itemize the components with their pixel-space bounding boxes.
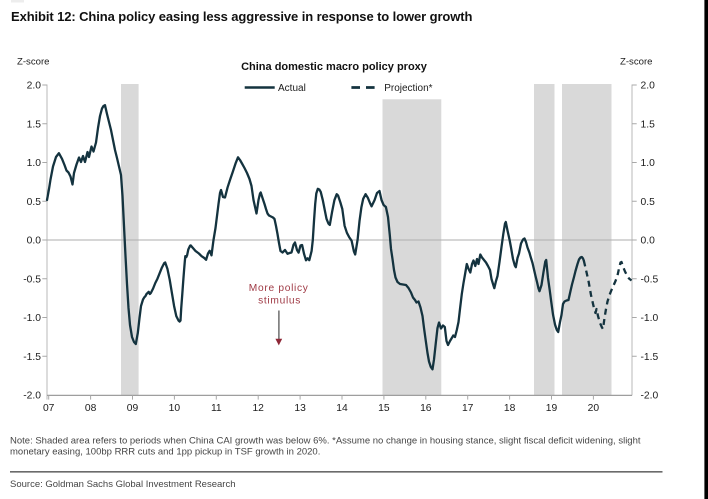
- svg-text:2.0: 2.0: [27, 81, 42, 92]
- svg-text:Actual: Actual: [278, 83, 306, 94]
- svg-text:More policy: More policy: [249, 283, 309, 294]
- svg-text:17: 17: [462, 403, 474, 414]
- svg-text:15: 15: [378, 403, 390, 414]
- svg-text:Source: Goldman Sachs Global I: Source: Goldman Sachs Global Investment …: [10, 479, 235, 490]
- svg-text:-0.5: -0.5: [23, 274, 41, 285]
- svg-text:-1.0: -1.0: [23, 313, 41, 324]
- svg-text:-1.0: -1.0: [641, 313, 659, 324]
- svg-text:0.5: 0.5: [27, 197, 42, 208]
- svg-text:0.0: 0.0: [27, 236, 42, 247]
- svg-text:monetary easing, 100bp RRR cut: monetary easing, 100bp RRR cuts and 1pp …: [10, 447, 320, 458]
- svg-text:0.0: 0.0: [641, 236, 656, 247]
- svg-text:Z-score: Z-score: [17, 57, 50, 68]
- svg-text:-0.5: -0.5: [641, 274, 659, 285]
- svg-text:12: 12: [252, 403, 264, 414]
- svg-text:Projection*: Projection*: [384, 83, 432, 94]
- svg-text:Note: Shaded area refers to pe: Note: Shaded area refers to periods when…: [10, 436, 641, 447]
- svg-text:14: 14: [336, 403, 348, 414]
- svg-text:18: 18: [504, 403, 516, 414]
- svg-text:-1.5: -1.5: [23, 352, 41, 363]
- svg-text:1.0: 1.0: [27, 158, 42, 169]
- svg-text:2.0: 2.0: [641, 81, 656, 92]
- svg-text:1.0: 1.0: [641, 158, 656, 169]
- svg-text:11: 11: [211, 403, 222, 414]
- svg-text:13: 13: [294, 403, 306, 414]
- svg-text:19: 19: [546, 403, 558, 414]
- svg-text:07: 07: [43, 403, 55, 414]
- svg-text:10: 10: [169, 403, 181, 414]
- svg-text:0.5: 0.5: [641, 197, 656, 208]
- svg-text:09: 09: [127, 403, 139, 414]
- svg-text:20: 20: [588, 403, 600, 414]
- svg-text:Z-score: Z-score: [620, 57, 653, 68]
- svg-text:16: 16: [420, 403, 432, 414]
- svg-text:08: 08: [85, 403, 97, 414]
- svg-text:Exhibit 12: China policy easin: Exhibit 12: China policy easing less agg…: [11, 9, 473, 24]
- svg-text:stimulus: stimulus: [258, 296, 301, 307]
- svg-text:-2.0: -2.0: [641, 391, 659, 402]
- svg-text:1.5: 1.5: [27, 119, 42, 130]
- svg-text:-1.5: -1.5: [641, 352, 659, 363]
- svg-text:-2.0: -2.0: [23, 391, 41, 402]
- svg-text:China domestic macro policy pr: China domestic macro policy proxy: [241, 61, 428, 73]
- svg-text:1.5: 1.5: [641, 119, 656, 130]
